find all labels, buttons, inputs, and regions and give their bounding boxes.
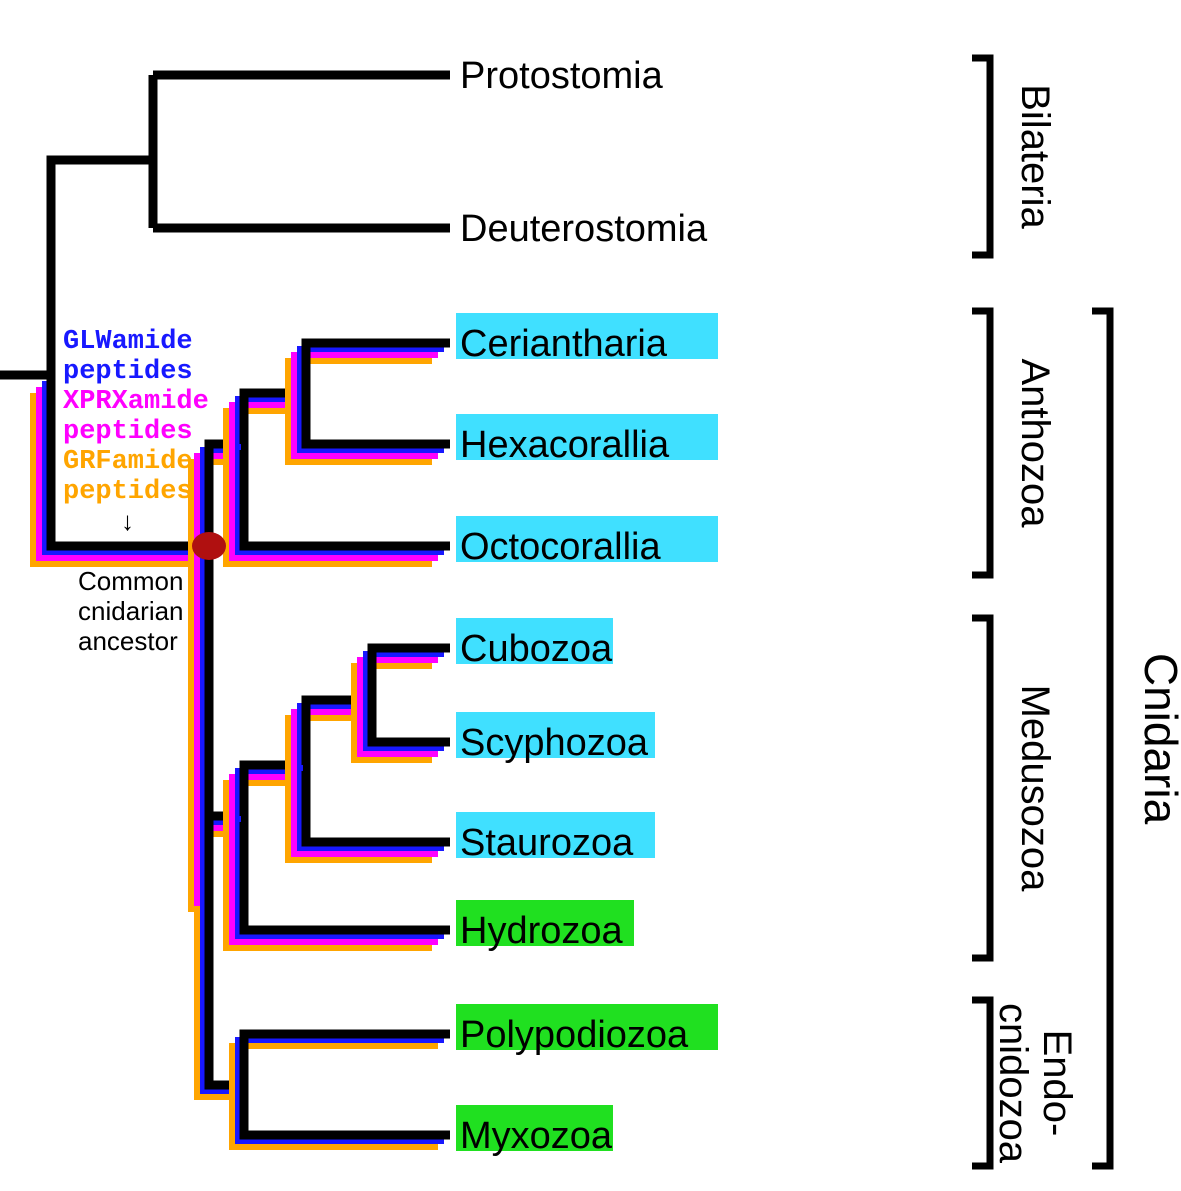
peptide-word-XPRXamide: peptides [63,417,193,447]
tip-staurozoa: Staurozoa [460,822,634,864]
clade-Cnidaria: Cnidaria [1135,653,1181,825]
tip-polypodiozoa: Polypodiozoa [460,1014,689,1056]
peptide-GRFamide: GRFamide [63,447,193,477]
phylogeny-diagram: Protostomia Deuterostomia Ceriantharia Hexa… [0,0,1181,1191]
tip-deuterostomia: Deuterostomia [460,208,708,250]
peptide-word-GRFamide: peptides [63,477,193,507]
peptide-GLWamide: GLWamide [63,327,193,357]
ancestor-label: cnidarian [78,596,184,626]
tip-myxozoa: Myxozoa [460,1115,613,1157]
tip-scyphozoa: Scyphozoa [460,722,649,764]
ancestor-dot [192,532,226,560]
clade-Medusozoa: Medusozoa [1013,685,1057,893]
tip-hydrozoa: Hydrozoa [460,910,623,952]
tip-hexacorallia: Hexacorallia [460,424,670,466]
clade-Bilateria: Bilateria [1013,84,1057,229]
clade-Anthozoa: Anthozoa [1013,358,1057,528]
down-arrow: ↓ [121,506,134,536]
ancestor-label: ancestor [78,626,178,656]
tip-cubozoa: Cubozoa [460,628,613,670]
tip-ceriantharia: Ceriantharia [460,323,668,365]
peptide-XPRXamide: XPRXamide [63,387,209,417]
peptide-word-GLWamide: peptides [63,357,193,387]
tip-octocorallia: Octocorallia [460,526,661,568]
tip-protostomia: Protostomia [460,55,664,97]
ancestor-label: Common [78,566,183,596]
